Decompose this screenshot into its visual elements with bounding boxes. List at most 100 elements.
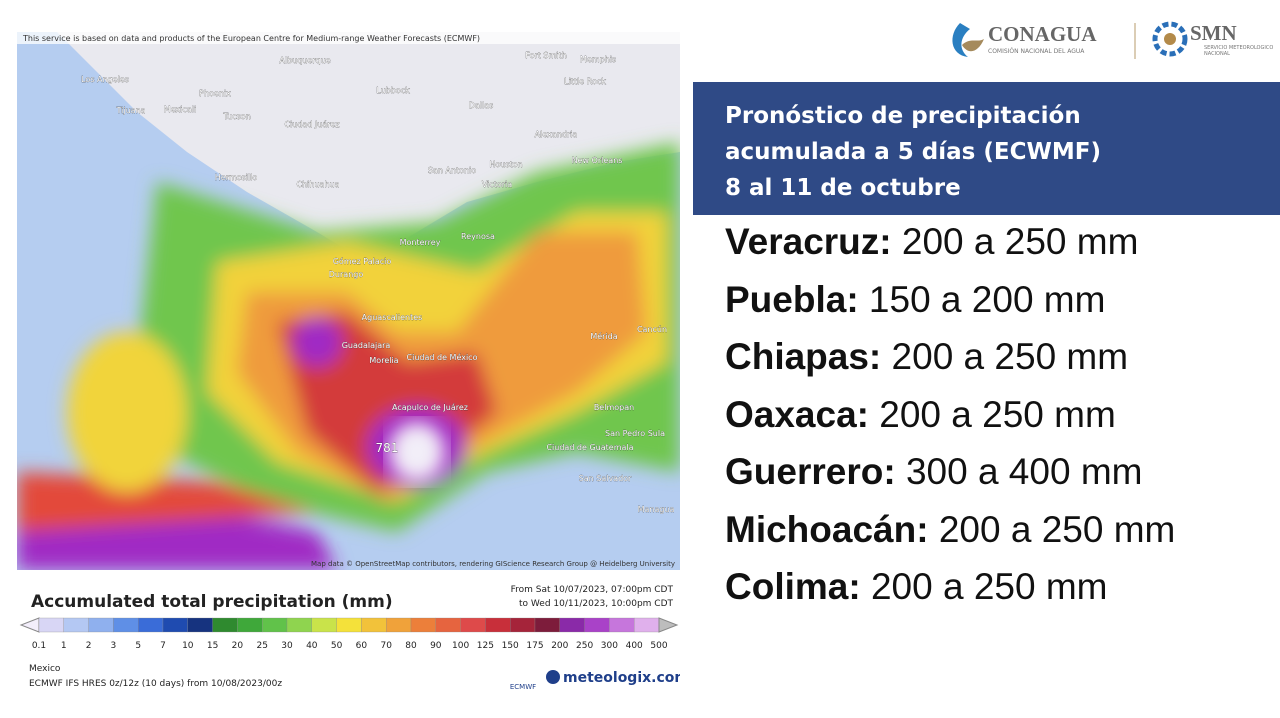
scale-label: 150 [502, 641, 519, 651]
state-row: Puebla: 150 a 200 mm [725, 276, 1175, 334]
scale-label: 3 [111, 641, 117, 651]
scale-label: 200 [551, 641, 568, 651]
logos: CONAGUA COMISIÓN NACIONAL DEL AGUA SMN S… [952, 21, 1274, 59]
scale-label: 25 [256, 641, 267, 651]
scale-swatch [336, 617, 362, 633]
place-label: Cancún [637, 325, 667, 334]
scale-label: 30 [281, 641, 293, 651]
scale-label: 10 [182, 641, 194, 651]
place-label: San Pedro Sula [605, 429, 665, 438]
scale-swatch [361, 617, 387, 633]
scale-swatch [609, 617, 635, 633]
legend-to: to Wed 10/11/2023, 10:00pm CDT [519, 599, 673, 609]
scale-label: 60 [356, 641, 368, 651]
state-name: Guerrero: [725, 451, 896, 492]
scale-swatch [63, 617, 89, 633]
place-label: Houston [489, 160, 522, 169]
scale-swatch [584, 617, 610, 633]
scale-swatch [38, 617, 64, 633]
place-label: Lubbock [376, 86, 410, 95]
place-label: Chihuahua [297, 180, 340, 189]
scale-swatch [286, 617, 312, 633]
place-label: Alexandria [535, 130, 578, 139]
scale-label: 400 [626, 641, 643, 651]
place-label: Morelia [369, 356, 398, 365]
place-label: Mexicali [164, 105, 196, 114]
conagua-sub: COMISIÓN NACIONAL DEL AGUA [988, 48, 1085, 55]
scale-swatch [534, 617, 560, 633]
legend-from: From Sat 10/07/2023, 07:00pm CDT [511, 585, 674, 595]
scale-swatch [634, 617, 660, 633]
place-label: Aguascalientes [362, 313, 423, 322]
place-label: Little Rock [564, 77, 606, 86]
scale-label: 175 [526, 641, 543, 651]
place-label: Ciudad de Guatemala [546, 443, 633, 452]
legend-model: ECMWF IFS HRES 0z/12z (10 days) from 10/… [29, 679, 282, 689]
place-label: Guadalajara [342, 341, 391, 350]
state-name: Chiapas: [725, 336, 882, 377]
scale-label: 50 [331, 641, 343, 651]
state-row: Colima: 200 a 250 mm [725, 563, 1175, 621]
state-name: Oaxaca: [725, 393, 869, 435]
place-label: San Salvador [579, 474, 632, 483]
state-amount: 150 a 200 mm [868, 278, 1106, 320]
state-list: Veracruz: 200 a 250 mm Puebla: 150 a 200 … [725, 218, 1175, 621]
place-label: Victoria [482, 180, 512, 189]
scale-arrow-left [19, 617, 40, 633]
scale-label: 80 [405, 641, 417, 651]
scale-label: 100 [452, 641, 469, 651]
smn-sub: SERVICIO METEOROLÓGICO NACIONAL [1204, 45, 1274, 57]
state-row: Chiapas: 200 a 250 mm [725, 333, 1175, 391]
place-label: Fort Smith [525, 51, 566, 60]
scale-swatch [88, 617, 114, 633]
place-label: Durango [329, 270, 364, 279]
scale-swatch [237, 617, 263, 633]
state-row: Veracruz: 200 a 250 mm [725, 218, 1175, 276]
state-name: Colima: [725, 566, 861, 607]
scale-swatch [410, 617, 436, 633]
scale-swatch [559, 617, 585, 633]
conagua: CONAGUA [988, 22, 1097, 46]
place-label: San Antonio [428, 166, 476, 175]
forecast-map: This service is based on data and produc… [17, 32, 680, 570]
scale-arrow-right [658, 617, 679, 633]
header-line: Pronóstico de precipitación [725, 103, 1081, 129]
state-row: Michoacán: 200 a 250 mm [725, 506, 1175, 564]
scale-label: 500 [650, 641, 667, 651]
scale-label: 300 [601, 641, 618, 651]
place-label: Gómez Palacio [333, 256, 392, 266]
place-label: Mérida [590, 331, 617, 341]
brand-icon [546, 670, 560, 684]
state-amount: 200 a 250 mm [938, 508, 1176, 550]
legend: Accumulated total precipitation (mm) Fro… [19, 585, 680, 691]
scale-label: 125 [477, 641, 494, 651]
scale-label: 2 [86, 641, 92, 651]
scale-swatch [262, 617, 288, 633]
place-label: Managua [638, 505, 675, 514]
state-name: Veracruz: [725, 221, 892, 262]
place-label: Tucson [222, 112, 250, 121]
scale-label: 70 [380, 641, 392, 651]
scale-label: 0.1 [32, 641, 46, 651]
scale-label: 15 [207, 641, 218, 651]
state-name: Puebla: [725, 278, 859, 320]
scale-swatch [485, 617, 511, 633]
place-label: New Orleans [572, 156, 623, 165]
place-label: Hermosillo [215, 173, 258, 182]
scale-label: 5 [135, 641, 141, 651]
scale-swatch [212, 617, 238, 633]
smn: SMN [1190, 21, 1237, 45]
scale-swatch [435, 617, 461, 633]
map-value: 781 [376, 441, 399, 455]
map-notice: This service is based on data and produc… [22, 34, 480, 43]
scale-label: 40 [306, 641, 318, 651]
scale-swatch [311, 617, 337, 633]
scale-swatch [162, 617, 188, 633]
scale-swatch [138, 617, 164, 633]
header-line: acumulada a 5 días (ECWMF) [725, 139, 1101, 165]
scale-label: 250 [576, 641, 593, 651]
state-row: Guerrero: 300 a 400 mm [725, 448, 1175, 506]
place-label: Los Angeles [81, 75, 129, 84]
scale-label: 1 [61, 641, 67, 651]
